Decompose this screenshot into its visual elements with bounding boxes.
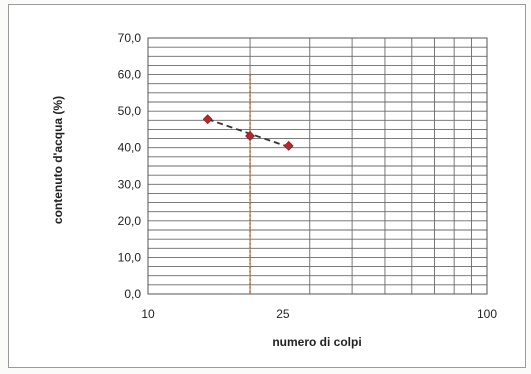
data-point	[245, 131, 255, 141]
x-axis-title: numero di colpi	[272, 335, 361, 349]
y-axis-title: contenuto d'acqua (%)	[51, 96, 65, 224]
plot-area-border	[147, 37, 488, 295]
x-tick-label: 25	[276, 307, 290, 321]
y-tick-label: 40,0	[118, 141, 142, 155]
y-tick-label: 30,0	[118, 177, 142, 191]
data-points	[202, 114, 294, 151]
data-point	[202, 114, 213, 125]
axes	[147, 37, 488, 295]
y-tick-label: 0,0	[124, 287, 141, 301]
y-tick-label: 20,0	[118, 214, 142, 228]
tick-labels: 0,0 10,0 20,0 30,0 40,0 50,0 60,0 70,0 10 25 100	[118, 31, 498, 321]
y-tick-label: 60,0	[118, 68, 142, 82]
data-point	[283, 140, 294, 151]
y-tick-label: 70,0	[118, 31, 142, 45]
grid	[147, 37, 488, 295]
y-tick-label: 10,0	[118, 250, 142, 264]
x-tick-label: 10	[141, 307, 155, 321]
y-tick-label: 50,0	[118, 104, 142, 118]
chart-frame	[8, 4, 526, 368]
x-tick-label: 100	[477, 307, 497, 321]
